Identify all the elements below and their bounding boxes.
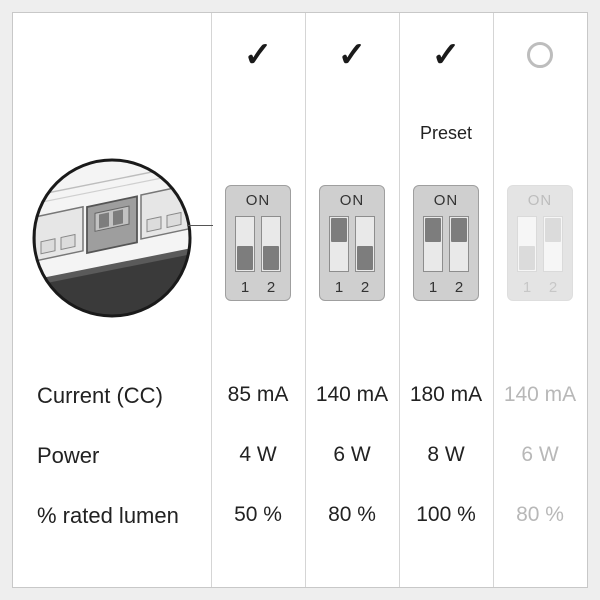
cell: 4 W <box>211 443 305 469</box>
dip-slot-1 <box>329 216 349 272</box>
circle-icon <box>527 42 553 68</box>
check-icon: ✓ <box>338 35 367 75</box>
row-label-power: Power <box>13 443 211 469</box>
cell: 140 mA <box>305 383 399 409</box>
preset-label: Preset <box>420 123 472 144</box>
cell-disabled: 80 % <box>493 503 587 529</box>
cell: 6 W <box>305 443 399 469</box>
dip-switch-block: ON 12 <box>413 185 479 301</box>
dip-switch-block: ON 12 <box>319 185 385 301</box>
dip-on-label: ON <box>528 192 553 209</box>
dip-switch-block-disabled: ON 12 <box>507 185 573 301</box>
header-row: ✓ ✓ ✓ <box>13 35 587 75</box>
cell: 85 mA <box>211 383 305 409</box>
dip-slot-1 <box>235 216 255 272</box>
cell: 180 mA <box>399 383 493 409</box>
dip-switch-row: ON 12 ON 12 ON 12 ON <box>13 163 587 323</box>
row-label-lumen: % rated lumen <box>13 503 211 529</box>
cell: 50 % <box>211 503 305 529</box>
cell-disabled: 140 mA <box>493 383 587 409</box>
cell: 100 % <box>399 503 493 529</box>
dip-switch-block: ON 12 <box>225 185 291 301</box>
dip-slot-1 <box>423 216 443 272</box>
row-label-current: Current (CC) <box>13 383 211 409</box>
spec-table: Current (CC) 85 mA 140 mA 180 mA 140 mA … <box>13 383 587 529</box>
dip-on-label: ON <box>340 192 365 209</box>
preset-row: Preset <box>13 121 587 145</box>
check-icon: ✓ <box>432 35 461 75</box>
check-icon: ✓ <box>244 35 273 75</box>
dip-on-label: ON <box>246 192 271 209</box>
dip-slot-2 <box>543 216 563 272</box>
dip-slot-1 <box>517 216 537 272</box>
cell: 80 % <box>305 503 399 529</box>
dip-on-label: ON <box>434 192 459 209</box>
cell: 8 W <box>399 443 493 469</box>
cell-disabled: 6 W <box>493 443 587 469</box>
dip-switch-settings-card: ✓ ✓ ✓ Preset <box>12 12 588 588</box>
dip-slot-2 <box>355 216 375 272</box>
dip-slot-2 <box>261 216 281 272</box>
dip-slot-2 <box>449 216 469 272</box>
